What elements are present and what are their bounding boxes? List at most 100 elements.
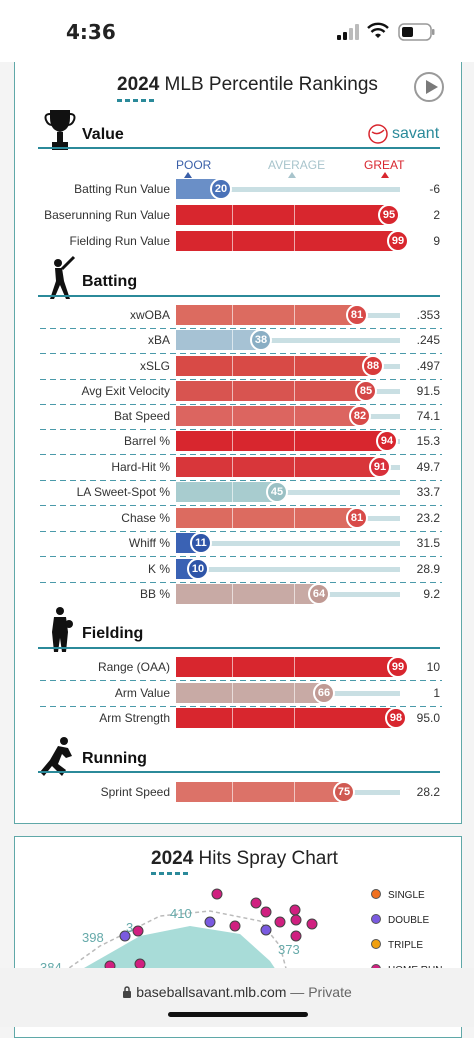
percentile-badge[interactable]: 99 [387, 230, 409, 252]
metric-guide-line [232, 482, 233, 502]
url-text: baseballsavant.mlb.com [136, 984, 287, 1000]
metric-guide-line [232, 782, 233, 802]
metric-guide-line [232, 205, 233, 225]
metric-bar [176, 657, 398, 677]
metric-track [176, 187, 400, 192]
metric-bar [176, 305, 357, 325]
metric-label: Avg Exit Velocity [81, 384, 171, 398]
percentile-badge[interactable]: 66 [313, 682, 335, 704]
distance-label: 398 [82, 930, 104, 945]
legend-label-single: SINGLE [388, 890, 425, 901]
percentile-badge[interactable]: 11 [190, 532, 212, 554]
metric-value: 49.7 [416, 460, 440, 474]
metric-bar [176, 205, 389, 225]
distance-label: 3 [126, 920, 134, 935]
row-divider [40, 680, 442, 681]
metric-value: 1 [433, 686, 440, 700]
metric-bar [176, 782, 344, 802]
metric-value: .497 [416, 359, 440, 373]
percentile-badge[interactable]: 99 [387, 656, 409, 678]
row-divider [40, 531, 442, 532]
distance-label: 410 [170, 906, 192, 921]
metric-guide-line [232, 381, 233, 401]
metric-label: Barrel % [123, 434, 170, 448]
metric-guide-line [294, 457, 295, 477]
spray-title-year: 2024 [151, 848, 194, 869]
clock-time: 4:36 [66, 20, 116, 44]
section-title-running: Running [82, 750, 147, 767]
metric-label: Whiff % [128, 536, 170, 550]
row-divider [40, 353, 442, 354]
percentile-badge[interactable]: 82 [349, 405, 371, 427]
metric-guide-line [232, 431, 233, 451]
private-mode-label: Private [308, 984, 352, 1000]
metric-bar [176, 683, 324, 703]
metric-guide-line [294, 381, 295, 401]
percentile-badge[interactable]: 10 [187, 558, 209, 580]
metric-label: xwOBA [129, 308, 170, 322]
percentile-badge[interactable]: 81 [346, 507, 368, 529]
metric-guide-line [294, 508, 295, 528]
battery-icon [398, 23, 435, 41]
legend-swatch-single [371, 889, 381, 899]
metric-guide-line [294, 231, 295, 251]
metric-bar [176, 231, 398, 251]
distance-label: 373 [278, 942, 300, 957]
metric-guide-line [232, 683, 233, 703]
metric-bar [176, 708, 396, 728]
metric-label: K % [147, 562, 170, 576]
spray-chart-title: 2024 Hits Spray Chart [151, 848, 338, 870]
legend-great: GREAT [364, 158, 405, 172]
metric-label: Sprint Speed [100, 785, 170, 799]
metric-bar [176, 356, 373, 376]
home-indicator[interactable] [168, 1012, 308, 1017]
metric-value: .245 [416, 333, 440, 347]
percentile-badge[interactable]: 38 [250, 329, 272, 351]
percentile-badge[interactable]: 98 [385, 707, 407, 729]
metric-value: 95.0 [416, 711, 440, 725]
metric-bar [176, 431, 387, 451]
metric-bar [176, 406, 360, 426]
section-divider-fielding [38, 647, 440, 649]
row-divider [40, 582, 442, 583]
metric-value: 33.7 [416, 485, 440, 499]
percentile-badge[interactable]: 45 [266, 481, 288, 503]
runner-icon [40, 737, 72, 776]
fielder-icon [52, 607, 73, 652]
metric-guide-line [294, 683, 295, 703]
url-display[interactable]: baseballsavant.mlb.com — Private [0, 984, 474, 1000]
metric-value: 15.3 [416, 434, 440, 448]
percentile-badge[interactable]: 20 [210, 178, 232, 200]
metric-guide-line [232, 406, 233, 426]
row-divider [40, 429, 442, 430]
row-divider [40, 328, 442, 329]
metric-bar [176, 457, 380, 477]
percentile-badge[interactable]: 85 [355, 380, 377, 402]
metric-value: 23.2 [416, 511, 440, 525]
metric-track [176, 567, 400, 572]
metric-label: Chase % [121, 511, 170, 525]
metric-label: BB % [139, 587, 170, 601]
percentile-badge[interactable]: 94 [376, 430, 398, 452]
metric-guide-line [294, 431, 295, 451]
percentile-badge[interactable]: 81 [346, 304, 368, 326]
metric-value: 10 [426, 660, 440, 674]
metric-label: LA Sweet-Spot % [76, 485, 170, 499]
metric-value: 74.1 [416, 409, 440, 423]
section-title-fielding: Fielding [82, 625, 144, 642]
cellular-signal-icon [337, 24, 359, 40]
metric-guide-line [232, 657, 233, 677]
title-year: 2024 [117, 74, 160, 95]
browser-address-bar[interactable] [0, 968, 474, 1027]
percentile-badge[interactable]: 95 [378, 204, 400, 226]
percentile-badge[interactable]: 88 [362, 355, 384, 377]
percentile-badge[interactable]: 75 [333, 781, 355, 803]
section-title-batting: Batting [82, 273, 138, 290]
metric-guide-line [294, 205, 295, 225]
metric-label: Hard-Hit % [111, 460, 170, 474]
metric-label: Range (OAA) [97, 660, 170, 674]
play-button[interactable] [414, 72, 444, 102]
percentile-badge[interactable]: 91 [369, 456, 391, 478]
percentile-badge[interactable]: 64 [308, 583, 330, 605]
metric-value: .353 [416, 308, 440, 322]
